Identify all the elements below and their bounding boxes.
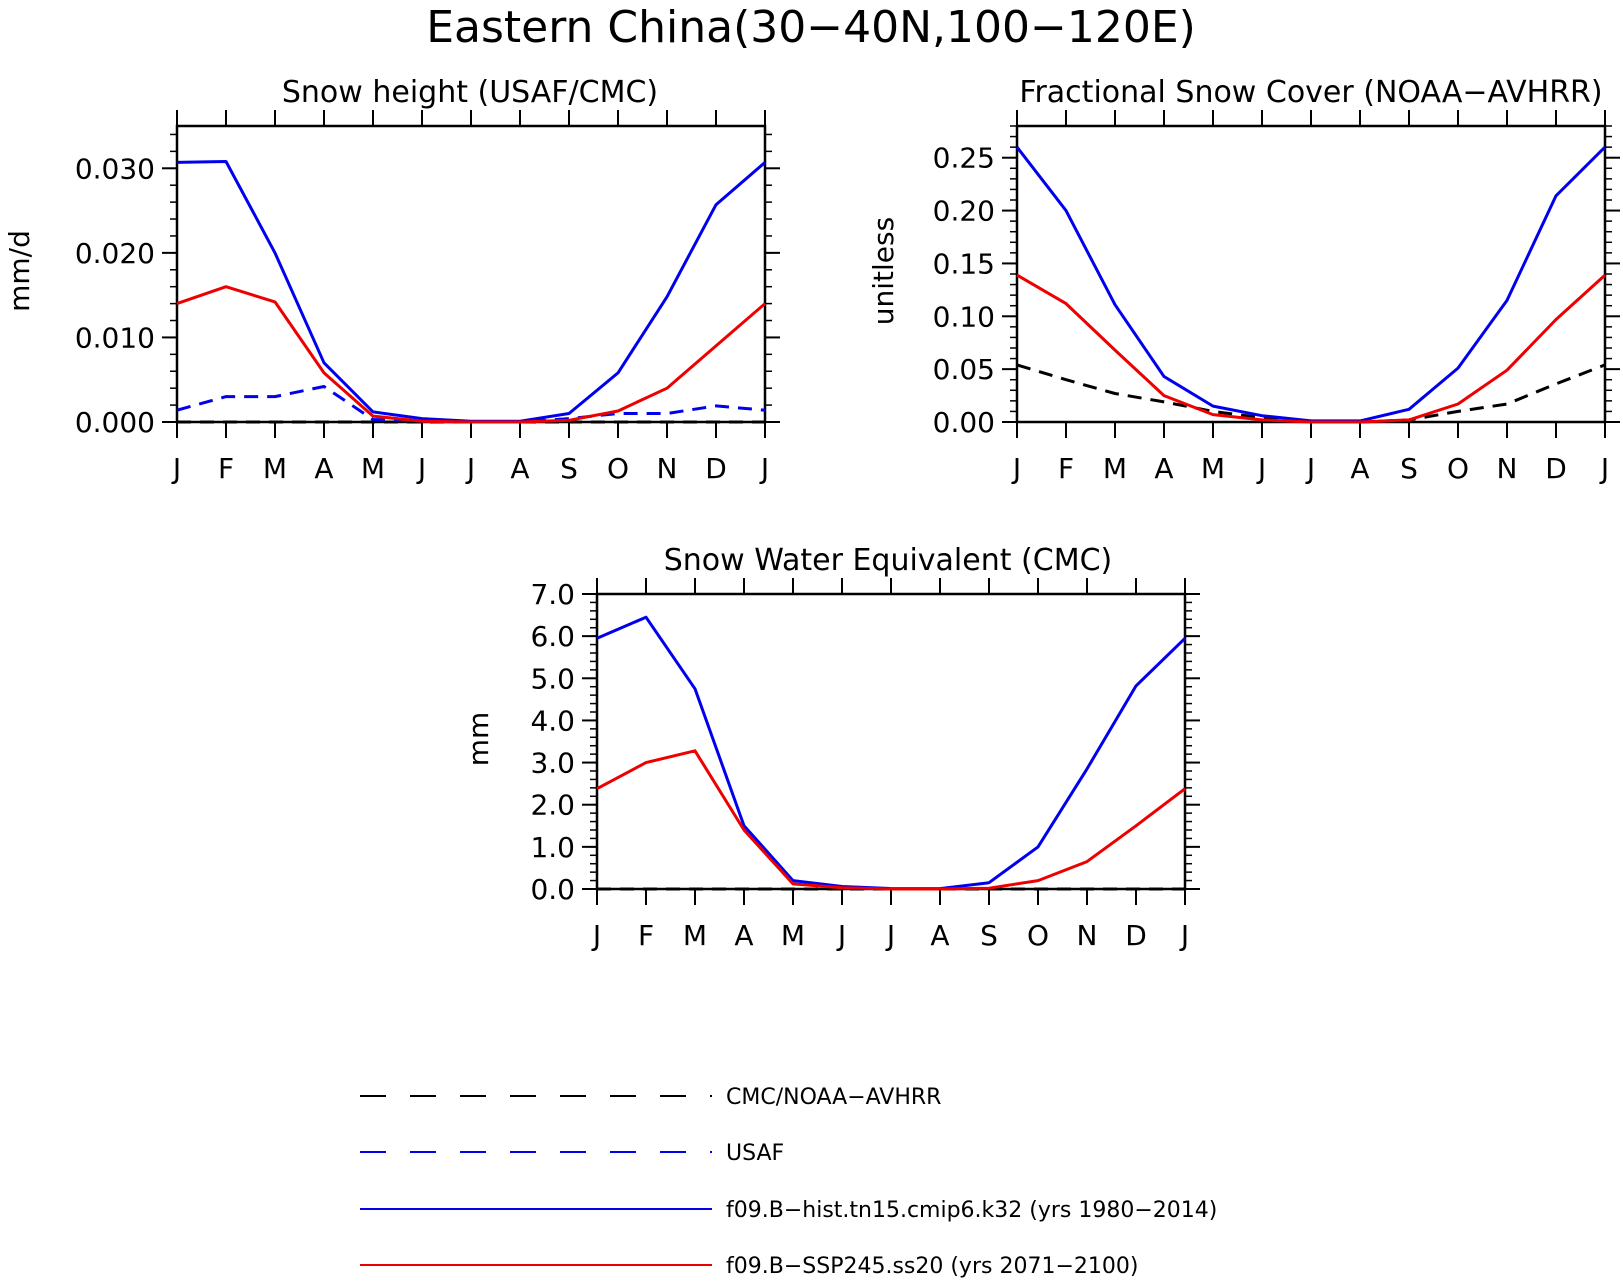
y-tick-label: 0.0 bbox=[530, 873, 575, 906]
x-tick-label: A bbox=[314, 452, 333, 485]
x-tick-label: O bbox=[1447, 452, 1469, 485]
y-tick-label: 0.10 bbox=[933, 300, 995, 333]
y-tick-label: 0.20 bbox=[933, 195, 995, 228]
x-tick-label: N bbox=[1497, 452, 1518, 485]
y-tick-label: 0.15 bbox=[933, 247, 995, 280]
legend-label: USAF bbox=[726, 1141, 784, 1166]
plot-frame bbox=[1015, 124, 1607, 424]
x-tick-label: J bbox=[591, 919, 601, 952]
series-line-ssp bbox=[596, 749, 1186, 891]
x-tick-label: N bbox=[657, 452, 678, 485]
x-tick-label: A bbox=[510, 452, 529, 485]
x-tick-label: J bbox=[1305, 452, 1315, 485]
series-line-hist bbox=[1015, 146, 1607, 423]
panel-title: Fractional Snow Cover (NOAA−AVHRR) bbox=[1019, 75, 1602, 110]
x-tick-label: J bbox=[171, 452, 181, 485]
y-tick-label: 5.0 bbox=[530, 662, 575, 695]
plot-area: J F M A M J J A S O N D J0.01.02.03.04.05.06.07.0 bbox=[530, 578, 1200, 952]
x-tick-label: D bbox=[1545, 452, 1567, 485]
x-tick-label: J bbox=[1011, 452, 1021, 485]
x-tick-label: A bbox=[930, 919, 949, 952]
x-tick-label: O bbox=[607, 452, 629, 485]
x-tick-label: O bbox=[1027, 919, 1049, 952]
x-tick-label: J bbox=[836, 919, 846, 952]
x-tick-label: N bbox=[1077, 919, 1098, 952]
x-tick-label: M bbox=[263, 452, 287, 485]
x-tick-label: F bbox=[218, 452, 234, 485]
y-axis-label: unitless bbox=[867, 217, 900, 325]
y-axis-label: mm/d bbox=[3, 230, 36, 312]
series-line-usaf bbox=[176, 385, 766, 424]
series-line-hist bbox=[176, 160, 766, 423]
x-tick-label: J bbox=[1179, 919, 1189, 952]
legend: CMC/NOAA−AVHRR USAF f09.B−hist.tn15.cmip6.… bbox=[360, 1085, 1217, 1279]
x-tick-label: F bbox=[1058, 452, 1074, 485]
panel-title: Snow Water Equivalent (CMC) bbox=[664, 543, 1112, 578]
figure-title: Eastern China(30−40N,100−120E) bbox=[426, 2, 1196, 53]
x-tick-label: D bbox=[1125, 919, 1147, 952]
plot-frame bbox=[595, 592, 1187, 891]
x-tick-label: J bbox=[759, 452, 769, 485]
x-tick-label: A bbox=[734, 919, 753, 952]
plot-area: J F M A M J J A S O N D J0.000.050.100.150.200.25 bbox=[933, 110, 1620, 485]
series-line-ssp bbox=[176, 285, 766, 424]
y-axis-label: mm bbox=[462, 712, 495, 767]
x-tick-label: J bbox=[1599, 452, 1609, 485]
y-tick-label: 0.000 bbox=[75, 406, 155, 439]
legend-label: CMC/NOAA−AVHRR bbox=[726, 1085, 941, 1110]
x-tick-label: M bbox=[781, 919, 805, 952]
series-line-ssp bbox=[1016, 273, 1607, 424]
y-tick-label: 4.0 bbox=[530, 704, 575, 737]
x-tick-label: M bbox=[361, 452, 385, 485]
x-tick-label: F bbox=[638, 919, 654, 952]
y-tick-label: 2.0 bbox=[530, 789, 575, 822]
x-tick-label: J bbox=[1256, 452, 1266, 485]
y-tick-label: 0.05 bbox=[933, 353, 995, 386]
x-tick-label: J bbox=[465, 452, 475, 485]
x-tick-label: A bbox=[1154, 452, 1173, 485]
plot-frame bbox=[175, 124, 767, 424]
y-tick-label: 0.030 bbox=[75, 152, 155, 185]
x-tick-label: J bbox=[416, 452, 426, 485]
x-tick-label: M bbox=[1103, 452, 1127, 485]
x-tick-label: S bbox=[560, 452, 578, 485]
y-tick-label: 1.0 bbox=[530, 831, 575, 864]
x-tick-label: M bbox=[1201, 452, 1225, 485]
x-tick-label: S bbox=[1400, 452, 1418, 485]
x-tick-label: D bbox=[705, 452, 727, 485]
y-tick-label: 0.25 bbox=[933, 142, 995, 175]
y-tick-label: 0.00 bbox=[933, 406, 995, 439]
panel-title: Snow height (USAF/CMC) bbox=[282, 75, 658, 110]
legend-label: f09.B−SSP245.ss20 (yrs 2071−2100) bbox=[726, 1254, 1138, 1279]
y-tick-label: 0.010 bbox=[75, 321, 155, 354]
y-tick-label: 3.0 bbox=[530, 747, 575, 780]
y-tick-label: 6.0 bbox=[530, 620, 575, 653]
y-tick-label: 7.0 bbox=[530, 578, 575, 611]
series-line-obs bbox=[1016, 363, 1606, 424]
y-tick-label: 0.020 bbox=[75, 237, 155, 270]
panel-fractional-snow-cover: Fractional Snow Cover (NOAA−AVHRR) unitl… bbox=[867, 75, 1620, 485]
x-tick-label: J bbox=[885, 919, 895, 952]
x-tick-label: A bbox=[1350, 452, 1369, 485]
x-tick-label: S bbox=[980, 919, 998, 952]
x-tick-label: M bbox=[683, 919, 707, 952]
legend-label: f09.B−hist.tn15.cmip6.k32 (yrs 1980−2014… bbox=[726, 1198, 1217, 1223]
